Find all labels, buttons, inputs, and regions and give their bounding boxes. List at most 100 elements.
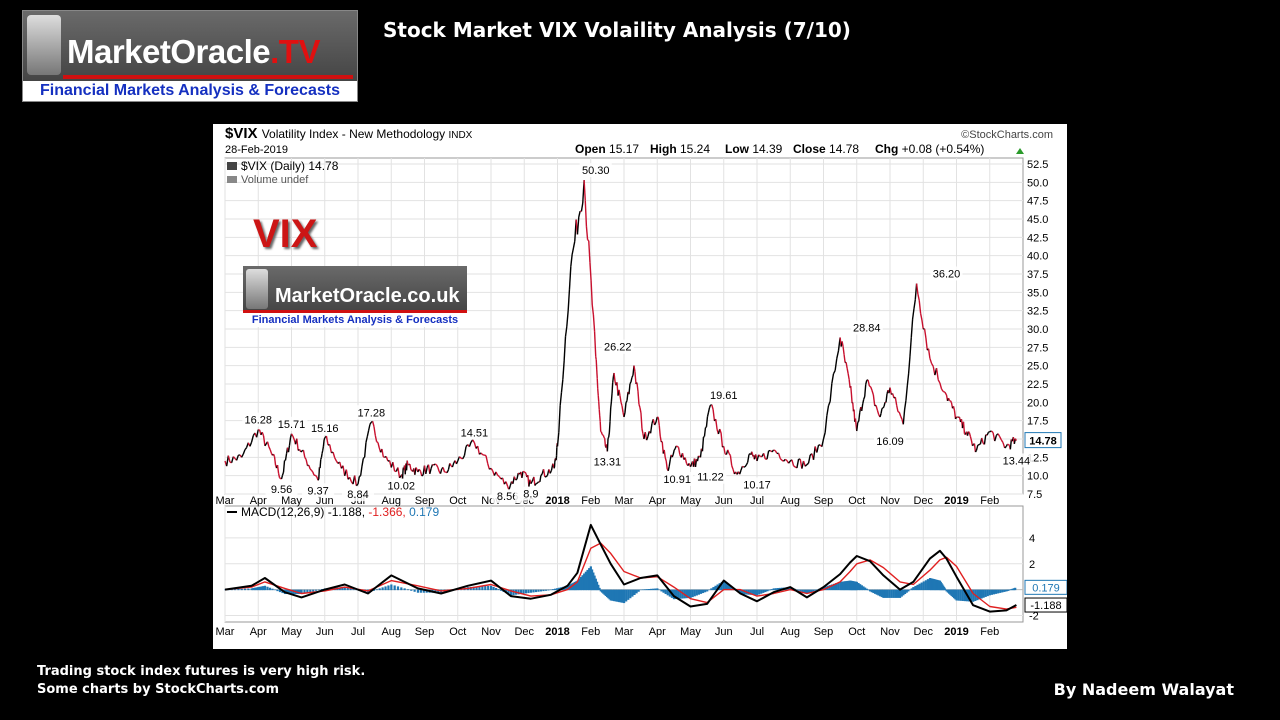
macd-histogram-bar: [609, 589, 612, 601]
vix-price-segment: [434, 463, 437, 466]
vix-price-segment: [762, 453, 766, 460]
vix-price-segment: [455, 460, 459, 465]
vix-price-segment: [821, 438, 825, 447]
macd-histogram-bar: [490, 585, 493, 591]
vix-price-segment: [879, 413, 882, 418]
macd-histogram-bar: [312, 589, 315, 592]
vix-price-segment: [802, 460, 806, 467]
vix-price-segment: [601, 433, 604, 436]
vix-price-segment: [296, 438, 299, 451]
macd-histogram-bar: [290, 589, 293, 595]
macd-histogram-bar: [633, 589, 636, 595]
vix-price-segment: [621, 405, 624, 413]
vix-price-segment: [834, 358, 838, 371]
macd-x-tick-label: May: [281, 626, 302, 638]
vix-price-segment: [373, 426, 376, 436]
vix-price-segment: [531, 479, 534, 483]
vix-price-segment: [618, 389, 621, 396]
macd-histogram-bar: [751, 589, 755, 595]
macd-last-value-label: -1.188: [1030, 600, 1061, 612]
macd-histogram-bar: [810, 589, 813, 593]
macd-histogram-bar: [840, 581, 843, 591]
vix-price-segment: [304, 456, 307, 460]
macd-histogram-bar: [847, 580, 851, 591]
vix-price-segment: [889, 387, 893, 395]
macd-histogram-bar: [1007, 589, 1011, 591]
vix-price-segment: [361, 458, 365, 467]
vix-price-segment: [925, 337, 928, 351]
vix-price-segment: [302, 450, 306, 458]
vix-price-segment: [850, 386, 853, 395]
vix-chart: 7.510.012.515.017.520.022.525.027.530.03…: [216, 125, 1067, 638]
macd-histogram-bar: [896, 589, 900, 598]
vix-price-segment: [986, 432, 990, 436]
vix-annotation-label: 8.84: [347, 489, 368, 501]
macd-x-tick-label: Jun: [715, 626, 733, 638]
macd-histogram-bar: [764, 589, 767, 593]
vix-price-segment: [947, 397, 951, 401]
macd-histogram-bar: [608, 589, 611, 600]
vix-price-segment: [325, 435, 329, 446]
macd-histogram-bar: [1003, 589, 1006, 592]
vix-price-segment: [796, 459, 800, 469]
price-y-tick-label: 45.0: [1027, 214, 1048, 226]
vix-price-segment: [533, 476, 536, 486]
vix-price-segment: [376, 441, 379, 444]
vix-price-segment: [339, 461, 343, 469]
vix-price-segment: [630, 377, 633, 383]
vix-price-segment: [432, 463, 435, 466]
macd-histogram-bar: [1001, 589, 1004, 593]
macd-histogram-bar: [603, 589, 606, 595]
macd-histogram-bar: [300, 589, 303, 595]
macd-histogram-bar: [285, 589, 289, 595]
macd-histogram-bar: [566, 585, 569, 591]
page-title: Stock Market VIX Volaility Analysis (7/1…: [383, 18, 851, 42]
vix-price-segment: [264, 443, 267, 447]
macd-histogram-bar: [946, 589, 949, 593]
disclaimer-line-1: Trading stock index futures is very high…: [37, 664, 366, 679]
vix-price-segment: [895, 405, 899, 412]
macd-x-tick-label: Aug: [381, 626, 401, 638]
annotation-bg: [302, 483, 335, 498]
vix-price-segment: [515, 478, 518, 481]
vix-price-segment: [429, 468, 432, 474]
vix-price-segment: [949, 400, 953, 404]
macd-histogram-bar: [970, 589, 973, 602]
macd-histogram-bar: [1005, 589, 1008, 592]
macd-x-tick-label: Mar: [216, 626, 235, 638]
macd-histogram-bar: [378, 588, 381, 591]
macd-histogram-bar: [643, 589, 646, 591]
macd-histogram-bar: [890, 589, 893, 598]
vix-price-segment: [545, 474, 549, 478]
macd-histogram-bar: [434, 589, 437, 593]
vix-price-segment: [719, 428, 722, 434]
macd-histogram-bar: [583, 573, 586, 591]
annotation-bg: [930, 266, 963, 281]
macd-histogram-bar: [869, 589, 872, 592]
macd-histogram-bar: [758, 589, 761, 595]
vix-price-segment: [497, 474, 500, 478]
vix-price-segment: [624, 402, 627, 413]
macd-histogram-bar: [967, 589, 971, 602]
macd-histogram-bar: [900, 589, 903, 597]
vix-price-segment: [439, 468, 443, 474]
macd-histogram-bar: [666, 589, 669, 596]
vix-price-segment: [703, 427, 707, 437]
vix-price-segment: [731, 465, 734, 470]
price-x-tick-label: Oct: [848, 495, 865, 507]
vix-price-segment: [971, 444, 975, 447]
macd-histogram-bar: [413, 589, 416, 592]
vix-price-segment: [969, 436, 973, 441]
vix-price-segment: [902, 409, 906, 425]
vix-price-segment: [729, 455, 733, 466]
vix-price-segment: [374, 435, 378, 442]
vix-price-segment: [549, 470, 553, 474]
vix-price-segment: [846, 367, 849, 374]
vix-price-segment: [292, 435, 295, 440]
disclaimer-line-2: Some charts by StockCharts.com: [37, 682, 280, 697]
macd-histogram-bar: [926, 579, 930, 591]
ohlc-low: Low 14.39: [725, 142, 783, 156]
vix-price-segment: [826, 405, 830, 417]
macd-histogram-bar: [579, 577, 582, 591]
macd-histogram-bar: [922, 581, 925, 591]
